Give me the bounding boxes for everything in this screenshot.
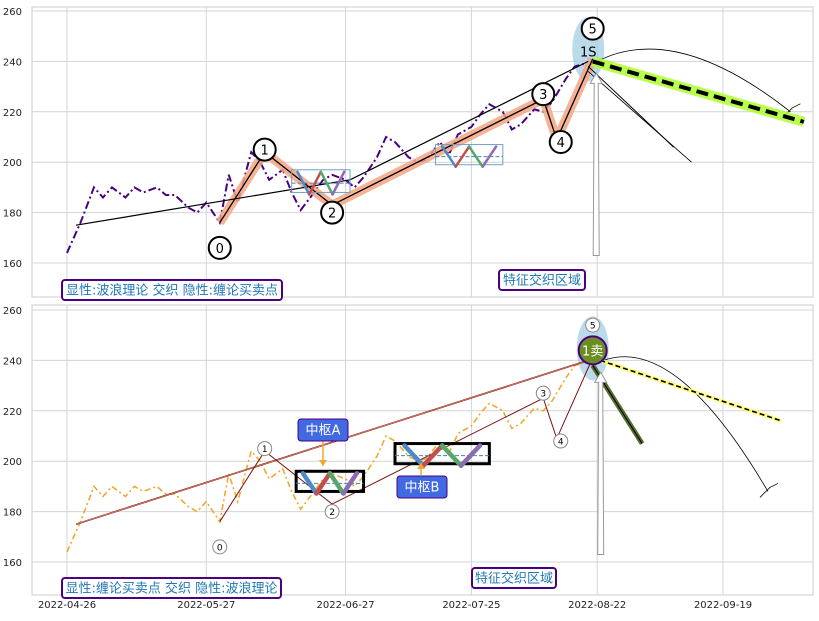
wave-marker-circle	[553, 433, 569, 449]
y-tick-label: 260	[3, 7, 22, 18]
annotation-text: 显性:波浪理论 交织 隐性:缠论买卖点	[66, 283, 278, 299]
hub-wave-segment	[440, 145, 457, 168]
wave-marker-circle	[207, 235, 232, 260]
wave-marker-label: 1	[261, 144, 269, 159]
hub-callout-box	[396, 475, 448, 499]
wave-marker-label: 0	[217, 543, 223, 553]
y-tick-label: 200	[3, 158, 22, 169]
x-tick-label: 2022-07-25	[442, 600, 500, 611]
hub-box	[434, 144, 504, 166]
wave-marker-circle	[535, 385, 551, 401]
hub-wave-segment	[458, 443, 483, 468]
hub-wave-segment	[467, 145, 484, 168]
annotation-text: 特征交织区域	[503, 273, 581, 289]
trend-line-inner	[75, 360, 589, 525]
hub-callout-label: 中枢B	[405, 481, 440, 496]
extension-dashed-line	[592, 357, 782, 422]
y-tick-label: 240	[3, 356, 22, 367]
hub-callout-box	[297, 418, 349, 442]
annotation-box	[498, 269, 586, 291]
wave-marker-label: 0	[216, 242, 224, 257]
y-tick-label: 260	[3, 306, 22, 317]
wave-marker-label: 3	[540, 390, 546, 400]
sell-point-circle	[577, 335, 608, 366]
hub-wave-segment	[331, 170, 346, 196]
x-tick-label: 2022-04-26	[38, 600, 96, 611]
hub-wave-segment	[481, 145, 498, 168]
hub-wave-segment	[421, 443, 445, 468]
y-tick-label: 180	[3, 209, 22, 220]
x-tick-label: 2022-09-19	[694, 600, 752, 611]
wave-marker-circle	[531, 82, 556, 107]
wave-marker-label: 2	[329, 508, 335, 518]
y-tick-label: 160	[3, 259, 22, 270]
zone-pointer-arrow	[593, 371, 608, 555]
wave-marker-label: 2	[328, 207, 336, 222]
x-tick-label: 2022-06-27	[317, 600, 375, 611]
projection-arc	[587, 48, 791, 113]
grid-lines	[32, 305, 813, 595]
hub-wave-segment	[327, 471, 346, 496]
panel-frame	[31, 6, 814, 298]
sell-point-label: 1卖	[582, 344, 603, 359]
wave-marker-circle	[252, 137, 277, 162]
price-series-line	[66, 62, 584, 254]
wave-marker-label: 5	[589, 23, 597, 38]
wave-marker-circle	[580, 16, 605, 41]
y-tick-label: 220	[3, 407, 22, 418]
x-tick-label: 2022-08-22	[568, 600, 626, 611]
hub-wave-segment	[402, 443, 426, 468]
zone-pointer-arrow	[589, 72, 604, 256]
callout-arrow-head	[319, 460, 327, 466]
wave-marker-circle	[585, 317, 601, 333]
arc-end-marker	[759, 483, 779, 498]
panel-frame	[31, 304, 814, 596]
top-panel: 160 180 200 220 240 260 0 1 2 3 4 5 1S 显性:波浪理论 交织 隐性:…	[3, 6, 814, 301]
wave-marker-label: 1	[262, 445, 268, 455]
projection-ray	[587, 71, 692, 163]
annotation-box	[61, 577, 282, 599]
y-tick-label: 220	[3, 108, 22, 119]
sell-point-label: 1S	[580, 45, 597, 60]
wave-marker-label: 4	[558, 438, 564, 448]
annotation-box	[471, 567, 557, 589]
wave-marker-circle	[324, 504, 340, 520]
annotation-text: 特征交织区域	[475, 571, 553, 587]
hub-wave-segment	[319, 170, 334, 196]
hub-wave-segment	[439, 443, 464, 468]
y-tick-label: 200	[3, 457, 22, 468]
hub-wave-segment	[296, 170, 311, 196]
wave-marker-circle	[257, 441, 273, 457]
x-tick-label: 2022-05-27	[177, 600, 235, 611]
hub-box	[291, 169, 351, 193]
wave-marker-label: 5	[590, 322, 596, 332]
hub-wave-segment	[300, 471, 319, 496]
wave-marker-label: 3	[539, 88, 547, 103]
hub-wave-segment	[314, 471, 333, 496]
y-tick-label: 240	[3, 57, 22, 68]
wave-marker-circle	[548, 130, 573, 155]
y-tick-label: 180	[3, 508, 22, 519]
x-axis-ticks: 2022-04-26 2022-05-27 2022-06-27 2022-07-25…	[38, 600, 752, 611]
wave-marker-circle	[212, 539, 228, 555]
extension-dashed-line	[592, 59, 805, 124]
callout-arrow-head	[417, 463, 425, 469]
hub-wave-segment	[341, 471, 360, 496]
annotation-box	[61, 279, 283, 301]
projection-arc	[592, 356, 769, 492]
wave-marker-circle	[320, 200, 345, 225]
annotation-text: 显性:缠论买卖点 交织 隐性:波浪理论	[65, 581, 277, 597]
y-tick-label: 160	[3, 558, 22, 569]
wave-path-line	[219, 58, 594, 224]
hub-wave-segment	[454, 145, 471, 168]
wave-marker-label: 4	[557, 136, 565, 151]
hub-callout-label: 中枢A	[306, 424, 341, 439]
hub-wave-segment	[307, 170, 323, 196]
